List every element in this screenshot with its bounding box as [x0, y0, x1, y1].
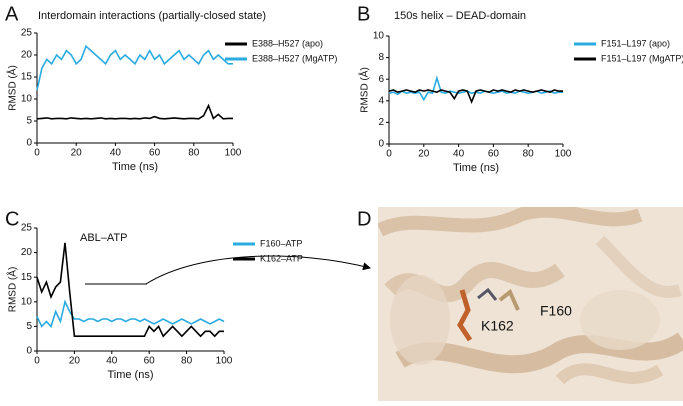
x-tick-label: 0: [386, 149, 392, 160]
residue-label: F160: [540, 303, 572, 319]
legend-label: E388–H527 (apo): [252, 38, 323, 48]
data-line: [388, 89, 563, 105]
x-tick-label: 20: [69, 356, 81, 367]
y-tick-label: 10: [373, 31, 385, 42]
y-tick-label: 0: [26, 138, 32, 149]
x-tick-label: 60: [488, 149, 500, 160]
x-tick-label: 60: [149, 148, 161, 159]
legend-label: F151–L197 (apo): [601, 38, 670, 48]
y-tick-label: 25: [21, 223, 33, 234]
y-tick-label: 20: [21, 247, 33, 258]
x-tick-label: 60: [144, 356, 156, 367]
y-axis-label: RMSD (Å): [358, 67, 371, 113]
data-line: [36, 299, 225, 328]
x-tick-label: 20: [418, 149, 430, 160]
data-line: [388, 75, 563, 102]
chart-title: 150s helix – DEAD-domain: [394, 10, 526, 22]
y-tick-label: 0: [378, 139, 384, 150]
residue-label: K162: [481, 318, 514, 334]
legend-label: K162–ATP: [260, 253, 303, 263]
y-tick-label: 15: [21, 272, 33, 283]
x-tick-label: 80: [181, 356, 193, 367]
y-tick-label: 5: [26, 321, 32, 332]
structure-image: [378, 207, 683, 401]
data-line: [36, 242, 224, 338]
panel-letter: B: [357, 3, 370, 25]
y-tick-label: 25: [21, 28, 33, 39]
x-tick-label: 80: [523, 149, 535, 160]
data-line: [36, 103, 233, 120]
legend-label: F160–ATP: [260, 238, 302, 248]
y-tick-label: 10: [21, 94, 33, 105]
y-tick-label: 10: [21, 296, 33, 307]
y-tick-label: 20: [21, 50, 33, 61]
x-tick-label: 100: [225, 148, 242, 159]
legend-label: E388–H527 (MgATP): [252, 53, 337, 63]
chart-title: ABL–ATP: [80, 232, 128, 244]
x-tick-label: 40: [106, 356, 118, 367]
y-tick-label: 0: [26, 346, 32, 357]
y-tick-label: 6: [378, 74, 384, 85]
y-tick-label: 15: [21, 72, 33, 83]
x-axis-label: Time (ns): [112, 161, 158, 173]
panel-letter: A: [5, 3, 19, 25]
x-tick-label: 80: [188, 148, 200, 159]
legend-label: F151–L197 (MgATP): [601, 53, 683, 63]
y-tick-label: 5: [26, 116, 32, 127]
y-axis-label: RMSD (Å): [6, 267, 19, 313]
x-tick-label: 20: [71, 148, 83, 159]
x-tick-label: 0: [34, 356, 40, 367]
x-tick-label: 0: [34, 148, 40, 159]
y-axis-label: RMSD (Å): [6, 65, 19, 111]
panel-letter: C: [5, 208, 19, 230]
data-line: [36, 44, 233, 91]
x-tick-label: 100: [555, 149, 572, 160]
panel-letter: D: [357, 208, 371, 230]
x-tick-label: 100: [216, 356, 233, 367]
y-tick-label: 2: [378, 117, 384, 128]
x-axis-label: Time (ns): [107, 369, 153, 381]
annotation-arrow: [145, 255, 371, 285]
chart-title: Interdomain interactions (partially-clos…: [38, 10, 266, 22]
x-tick-label: 40: [453, 149, 465, 160]
y-tick-label: 4: [378, 95, 384, 106]
x-axis-label: Time (ns): [453, 162, 499, 174]
x-tick-label: 40: [110, 148, 122, 159]
y-tick-label: 8: [378, 52, 384, 63]
